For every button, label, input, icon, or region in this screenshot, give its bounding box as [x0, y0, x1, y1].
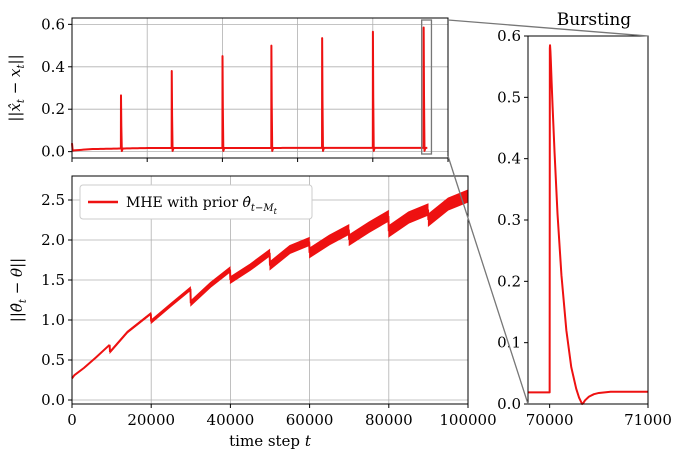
legend-label: MHE with prior θ̂t−Mt — [126, 195, 278, 216]
bottom-theta-line — [190, 268, 231, 304]
bottom-theta-line — [150, 288, 192, 323]
bottom-ylabel-text-part: − — [8, 277, 26, 299]
bottom-panel: 0.0 0.5 1.0 1.5 2.0 2.5 0 20000 40000 60000 80000 1… — [8, 175, 497, 450]
bottom-theta-band — [427, 189, 469, 228]
bottom-ylabel: ||θ̂t − θ|| — [8, 258, 29, 322]
bottom-ytick-label: 0.5 — [41, 351, 65, 369]
connector-top — [447, 19, 649, 37]
bottom-xtick-label: 100000 — [439, 411, 496, 429]
zoom-title: Bursting — [557, 10, 632, 30]
zoom-marker-rect — [421, 19, 433, 155]
zoom-ytick-label: 0.1 — [497, 334, 521, 352]
bottom-ytick-label: 0.0 — [41, 391, 65, 409]
zoom-ytick-label: 0.3 — [497, 211, 521, 229]
top-error-line — [71, 26, 428, 153]
connector-bottom — [447, 155, 529, 405]
bottom-xtick-label: 80000 — [365, 411, 413, 429]
top-ytick-label: 0.6 — [41, 15, 65, 33]
top-ylabel-text-part: || — [6, 112, 24, 122]
bottom-xtick-label: 0 — [67, 411, 77, 429]
bottom-theta-line — [348, 215, 389, 241]
bottom-xtick-label: 40000 — [207, 411, 255, 429]
legend-box — [79, 184, 313, 220]
top-ytick-label: 0.4 — [41, 58, 65, 76]
bottom-xlabel-part: t — [305, 432, 312, 450]
top-ylabel-text-part: x — [6, 68, 24, 77]
zoom-ytick-label: 0.0 — [497, 395, 521, 413]
bottom-ytick-label: 1.5 — [41, 271, 65, 289]
bottom-theta-band — [269, 236, 310, 271]
top-ylabel-text: ||x̂t − xt|| — [6, 54, 27, 121]
bottom-xlabel: time step t — [229, 432, 312, 450]
legend: MHE with prior θ̂t−Mt — [79, 184, 313, 220]
bottom-ylabel-text: ||θ̂t − θ|| — [8, 258, 29, 322]
zoom-frame — [527, 35, 649, 405]
bottom-ytick-label: 1.0 — [41, 311, 65, 329]
top-ylabel: ||x̂t − xt|| — [6, 54, 27, 121]
bottom-ylabel-text-part: t — [18, 298, 29, 303]
bottom-theta-line — [109, 312, 152, 353]
bottom-ylabel-text-part: θ̂ — [8, 303, 26, 312]
zoom-connectors — [447, 19, 649, 405]
bottom-xtick-label: 60000 — [286, 411, 334, 429]
top-ylabel-text-part: || — [6, 54, 24, 64]
bottom-xlabel-part: time step — [229, 432, 305, 450]
top-ytick-label: 0.2 — [41, 100, 65, 118]
bottom-theta-line — [388, 208, 429, 233]
top-frame — [71, 17, 449, 159]
top-ylabel-text-part: t — [16, 98, 27, 103]
legend-label-part: t — [274, 207, 278, 216]
bottom-theta-line — [71, 344, 111, 379]
top-ylabel-text-part: x̂ — [6, 103, 24, 112]
legend-label-part: MHE with prior — [126, 195, 242, 211]
zoom-panel: 0.0 0.1 0.2 0.3 0.4 0.5 0.6 70000 71000 Bursting — [497, 10, 672, 429]
bottom-ytick-label: 2.5 — [41, 191, 65, 209]
bottom-ytick-label: 2.0 — [41, 231, 65, 249]
bottom-xtick-label: 20000 — [127, 411, 175, 429]
top-ylabel-text-part: − — [6, 77, 24, 99]
bottom-ylabel-text-part: || — [8, 312, 26, 322]
top-ylabel-text-part: t — [16, 63, 27, 68]
legend-label-part: θ̂ — [242, 195, 251, 211]
bottom-ylabel-text-part: θ — [8, 268, 26, 277]
bottom-frame — [71, 175, 469, 405]
top-panel: 0.00.20.40.6||x̂t − xt|| — [6, 15, 449, 162]
zoom-ytick-label: 0.5 — [497, 88, 521, 106]
legend-label-part: t−M — [251, 203, 274, 214]
bottom-ylabel-text-part: || — [8, 258, 26, 268]
bottom-theta-line — [229, 251, 271, 281]
bottom-theta-band — [388, 203, 429, 238]
zoom-ytick-label: 0.6 — [497, 27, 521, 45]
zoom-ytick-label: 0.4 — [497, 150, 521, 168]
zoom-xtick-label: 71000 — [624, 411, 672, 429]
zoom-ytick-label: 0.2 — [497, 272, 521, 290]
zoom-burst-line — [528, 44, 648, 405]
zoom-xtick-label: 70000 — [526, 411, 574, 429]
top-ytick-label: 0.0 — [41, 143, 65, 161]
bottom-theta-line — [309, 228, 350, 254]
bottom-theta-line — [269, 240, 310, 267]
